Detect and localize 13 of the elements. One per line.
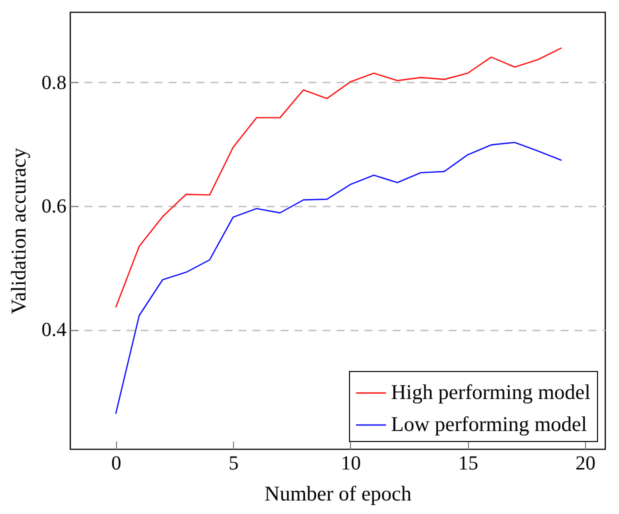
x-tick-label: 20 <box>576 452 596 474</box>
x-tick-label: 5 <box>228 452 239 474</box>
y-tick-label: 0.6 <box>42 196 66 218</box>
x-axis-title: Number of epoch <box>264 482 412 506</box>
legend-label: Low performing model <box>391 412 588 436</box>
line-series <box>115 47 562 308</box>
y-tick-label: 0.4 <box>42 319 66 342</box>
x-tick-label: 0 <box>111 452 122 474</box>
y-axis-title: Validation accuracy <box>6 147 30 314</box>
x-tick-label: 15 <box>458 452 478 474</box>
x-tick-label: 10 <box>340 452 361 474</box>
legend-label: High performing model <box>391 380 591 404</box>
y-tick-label: 0.8 <box>42 72 66 94</box>
